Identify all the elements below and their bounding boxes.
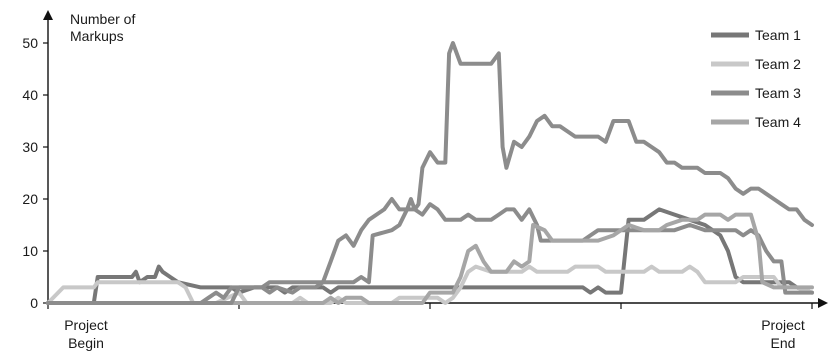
legend-label: Team 3 (755, 85, 801, 101)
y-axis-title-line-1: Number of (70, 11, 135, 27)
y-tick-label: 0 (30, 295, 38, 311)
x-axis-end-labels: Project Begin Project End (64, 317, 805, 351)
y-tick-label: 10 (22, 243, 38, 259)
y-axis-title-line-2: Markups (70, 28, 124, 44)
legend: Team 1 Team 2 Team 3 Team 4 (711, 27, 801, 130)
x-label-start-line-1: Project (64, 317, 108, 333)
y-axis-title: Number of Markups (70, 11, 135, 44)
legend-label: Team 4 (755, 114, 801, 130)
x-label-end-line-1: Project (761, 317, 805, 333)
series-line-5 (46, 41, 814, 305)
y-tick-label: 30 (22, 139, 38, 155)
x-ticks (47, 303, 813, 309)
y-ticks: 0 10 20 30 40 50 (22, 35, 48, 311)
series-line-3 (46, 197, 814, 305)
series-line-1 (46, 207, 814, 305)
legend-label: Team 1 (755, 27, 801, 43)
y-tick-label: 50 (22, 35, 38, 51)
y-tick-label: 20 (22, 191, 38, 207)
series-layer (46, 41, 814, 305)
legend-label: Team 2 (755, 56, 801, 72)
y-tick-label: 40 (22, 87, 38, 103)
x-label-end-line-2: End (771, 335, 796, 351)
series-line-4 (46, 212, 814, 305)
x-axis-arrowhead (818, 298, 828, 308)
y-axis-arrowhead (43, 10, 53, 20)
x-label-start-line-2: Begin (68, 335, 104, 351)
